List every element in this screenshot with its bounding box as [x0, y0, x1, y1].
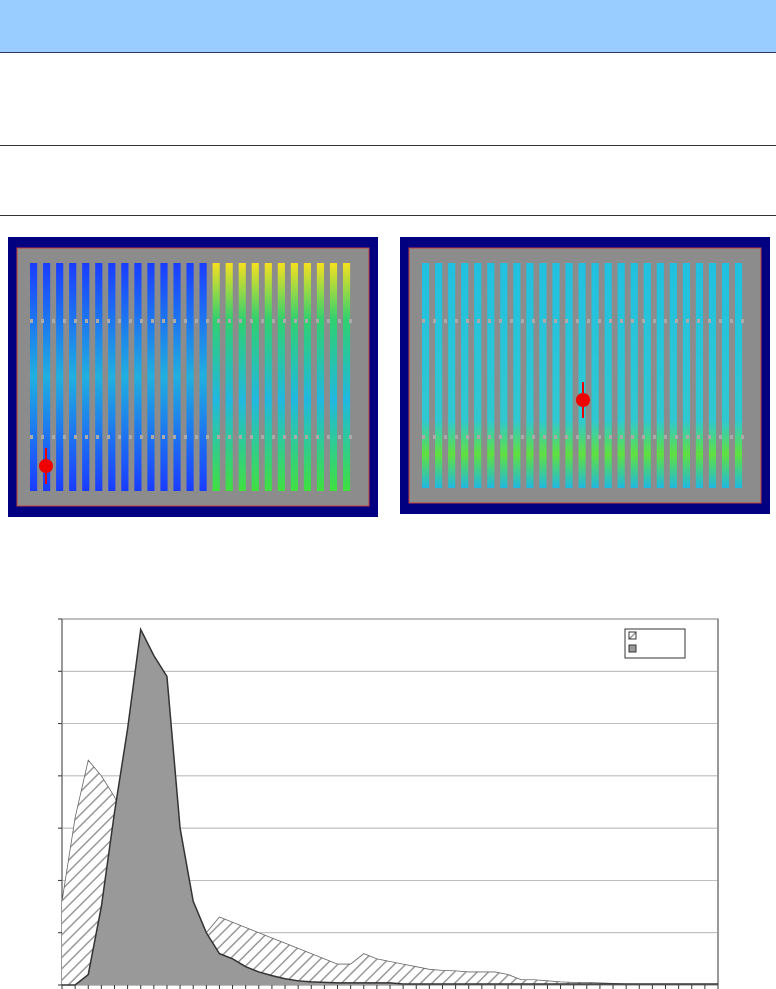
heatmap-panels — [8, 237, 770, 517]
stripe — [643, 263, 651, 488]
header-bar — [0, 0, 776, 53]
area-fill — [62, 760, 718, 985]
stripe — [565, 263, 573, 488]
stripe — [695, 263, 704, 488]
stripe — [526, 263, 534, 488]
stripe — [669, 263, 677, 488]
stripe — [448, 263, 456, 488]
stripe — [578, 263, 586, 488]
stripe — [186, 263, 194, 491]
stripe — [487, 263, 495, 488]
stripe — [329, 263, 338, 491]
legend-swatch — [628, 631, 637, 640]
legend-swatch — [628, 644, 637, 653]
stripe — [82, 263, 90, 491]
stripe — [30, 263, 38, 491]
stripe — [160, 263, 168, 491]
stripe — [43, 263, 51, 491]
stripe — [173, 263, 181, 491]
stripe — [474, 263, 482, 488]
stripe — [734, 263, 743, 488]
stripe — [539, 263, 547, 488]
stripe — [342, 263, 351, 491]
stripe — [591, 263, 599, 488]
marker — [39, 459, 53, 473]
stripe — [552, 263, 560, 488]
stripe — [656, 263, 664, 488]
stripe — [199, 263, 207, 491]
stripe — [212, 263, 220, 491]
stripe — [500, 263, 508, 488]
stripe — [238, 263, 246, 491]
stripe — [251, 263, 259, 491]
stripe — [422, 263, 430, 488]
stripe — [617, 263, 625, 488]
stripe — [147, 263, 155, 491]
stripe — [461, 263, 469, 488]
stripe — [264, 263, 272, 491]
divider — [0, 215, 776, 216]
area-fill — [62, 629, 718, 985]
stripe — [277, 263, 285, 491]
stripe — [134, 263, 142, 491]
stripe — [708, 263, 717, 488]
stripe — [121, 263, 129, 491]
area-line — [62, 626, 718, 986]
stripe — [95, 263, 103, 491]
marker — [576, 393, 590, 407]
stripe — [630, 263, 638, 488]
divider — [0, 145, 776, 146]
stripe — [604, 263, 612, 488]
stripe — [69, 263, 77, 491]
stripe — [290, 263, 298, 491]
stripe — [316, 263, 325, 491]
stripe — [303, 263, 312, 491]
stripe — [56, 263, 64, 491]
stripe — [721, 263, 730, 488]
stripe — [108, 263, 116, 491]
stripe — [435, 263, 443, 488]
plot — [58, 618, 719, 989]
stripe — [225, 263, 233, 491]
stripe — [513, 263, 521, 488]
stripe — [682, 263, 690, 488]
